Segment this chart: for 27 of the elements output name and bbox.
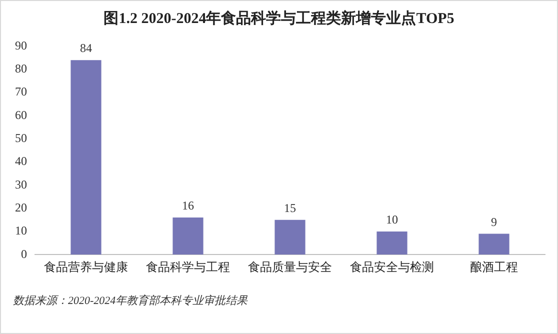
x-tick-label: 食品安全与检测	[350, 260, 434, 274]
data-label: 9	[491, 214, 497, 229]
data-label: 15	[284, 201, 296, 216]
y-tick-label: 20	[15, 200, 27, 214]
y-tick-label: 40	[15, 154, 27, 168]
y-tick-label: 60	[15, 108, 27, 122]
bar	[478, 234, 510, 255]
bar	[376, 231, 408, 255]
source-note: 数据来源：2020-2024年教育部本科专业审批结果	[13, 294, 248, 308]
y-tick-label: 10	[15, 224, 27, 238]
y-tick-label: 70	[15, 84, 27, 99]
y-tick-label: 0	[21, 246, 27, 261]
y-tick-label: 30	[15, 177, 27, 192]
x-tick-label: 食品质量与安全	[248, 260, 332, 274]
chart-title: 图1.2 2020-2024年食品科学与工程类新增专业点TOP5	[102, 9, 456, 28]
x-tick-label: 食品科学与工程	[146, 260, 230, 274]
data-label: 10	[386, 212, 398, 227]
x-tick-label: 酿酒工程	[470, 260, 518, 274]
data-label: 84	[80, 41, 92, 56]
y-tick-label: 90	[15, 38, 27, 52]
bar	[70, 60, 102, 255]
x-tick-label: 食品营养与健康	[44, 260, 128, 274]
bar	[172, 218, 204, 255]
y-tick-label: 50	[15, 130, 27, 145]
bar	[274, 220, 306, 255]
y-tick-label: 80	[15, 62, 27, 76]
data-label: 16	[182, 198, 194, 213]
